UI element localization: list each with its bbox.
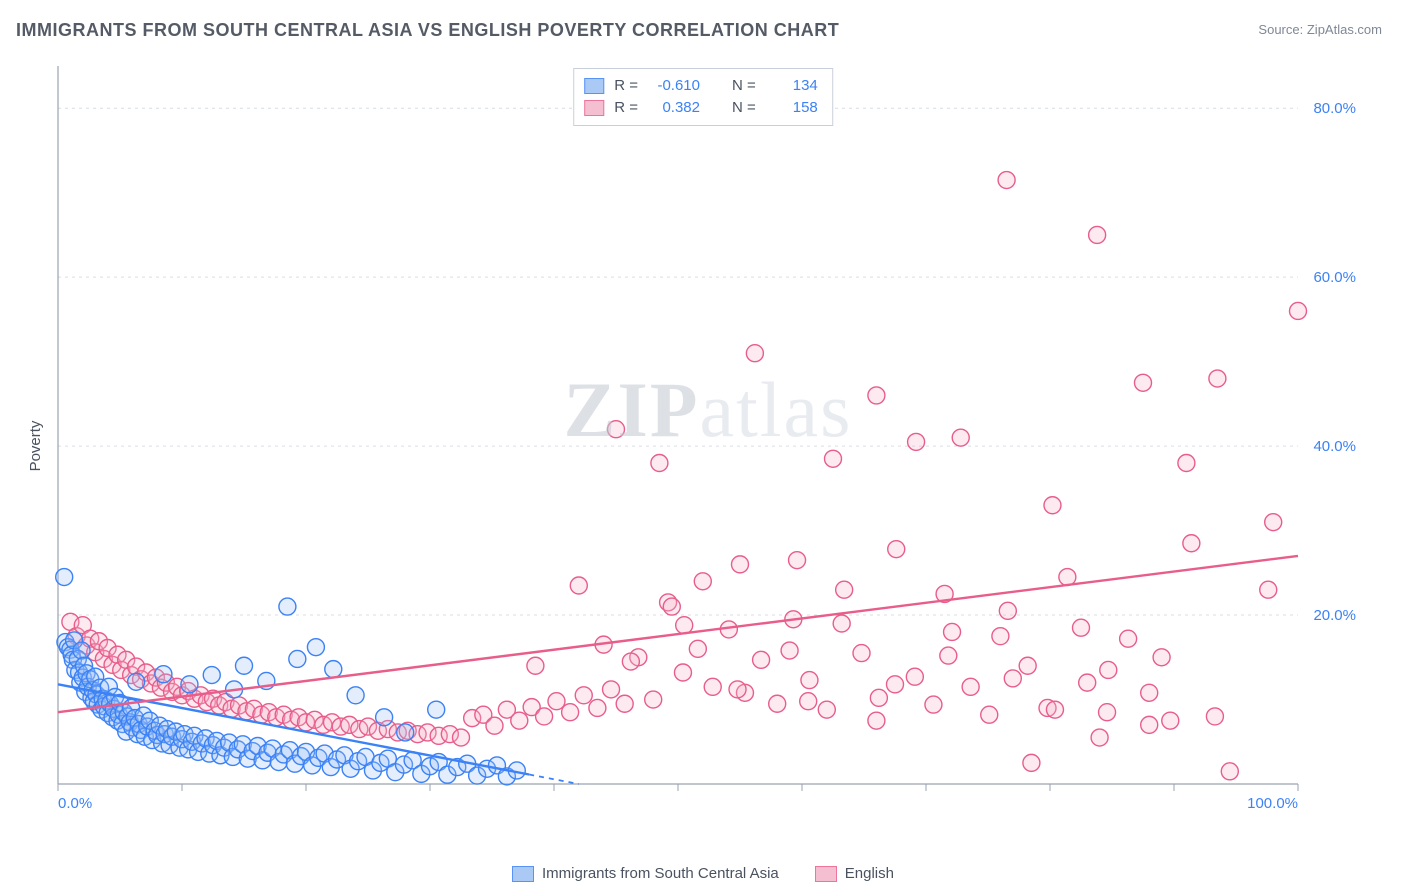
legend-item-sca: Immigrants from South Central Asia bbox=[512, 865, 779, 882]
legend-item-eng: English bbox=[815, 865, 894, 882]
svg-text:60.0%: 60.0% bbox=[1313, 269, 1356, 286]
legend-label-sca: Immigrants from South Central Asia bbox=[542, 865, 779, 882]
swatch-sca bbox=[512, 866, 534, 882]
grid-layer bbox=[58, 108, 1298, 615]
axes-layer bbox=[58, 66, 1298, 791]
swatch-sca bbox=[584, 78, 604, 94]
r-value-eng: 0.382 bbox=[648, 97, 700, 119]
chart-area: ZIPatlas 0.0%100.0%20.0%40.0%60.0%80.0% bbox=[48, 60, 1368, 820]
y-axis-label: Poverty bbox=[27, 421, 44, 472]
r-label: R = bbox=[614, 75, 638, 97]
svg-text:40.0%: 40.0% bbox=[1313, 438, 1356, 455]
correlation-legend: R = -0.610 N = 134 R = 0.382 N = 158 bbox=[573, 68, 833, 126]
svg-text:0.0%: 0.0% bbox=[58, 795, 92, 812]
svg-text:80.0%: 80.0% bbox=[1313, 100, 1356, 117]
r-value-sca: -0.610 bbox=[648, 75, 700, 97]
svg-text:100.0%: 100.0% bbox=[1247, 795, 1298, 812]
r-label: R = bbox=[614, 97, 638, 119]
legend-row-eng: R = 0.382 N = 158 bbox=[584, 97, 818, 119]
swatch-eng bbox=[584, 100, 604, 116]
legend-row-sca: R = -0.610 N = 134 bbox=[584, 75, 818, 97]
svg-text:20.0%: 20.0% bbox=[1313, 607, 1356, 624]
source-label: Source: bbox=[1258, 22, 1303, 37]
n-label: N = bbox=[732, 75, 756, 97]
source-attribution: Source: ZipAtlas.com bbox=[1258, 22, 1382, 37]
bottom-legend: Immigrants from South Central Asia Engli… bbox=[0, 865, 1406, 882]
source-value: ZipAtlas.com bbox=[1307, 22, 1382, 37]
n-value-eng: 158 bbox=[766, 97, 818, 119]
n-label: N = bbox=[732, 97, 756, 119]
legend-label-eng: English bbox=[845, 865, 894, 882]
swatch-eng bbox=[815, 866, 837, 882]
chart-title: IMMIGRANTS FROM SOUTH CENTRAL ASIA VS EN… bbox=[16, 20, 839, 41]
scatter-chart-svg: 0.0% 100.0% 20.0% 40.0% 60.0% 80.0% bbox=[48, 60, 1368, 820]
n-value-sca: 134 bbox=[766, 75, 818, 97]
